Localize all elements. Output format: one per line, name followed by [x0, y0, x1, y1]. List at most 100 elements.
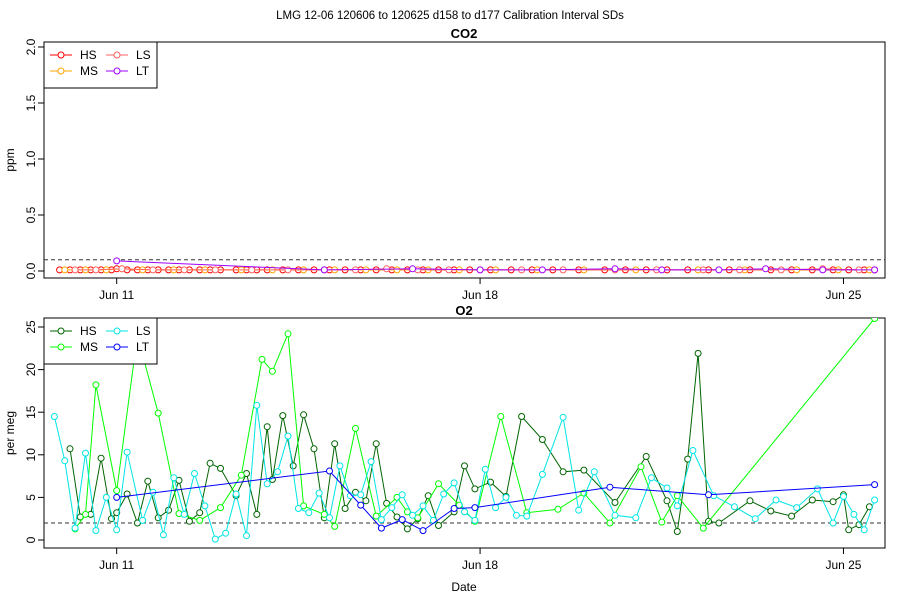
o2-series-ls-point [284, 432, 292, 440]
o2-series-ls-point [673, 502, 681, 510]
o2-series-ls-point [336, 462, 344, 470]
o2-plot-frame [43, 317, 886, 549]
co2-y-tick-label: 1.5 [24, 94, 38, 111]
o2-series-hs-point [471, 485, 479, 493]
o2-series-hs-point [403, 525, 411, 533]
co2-series-ls-point [180, 266, 188, 274]
o2-y-tick-label: 0 [24, 536, 38, 543]
o2-y-tick-label: 15 [24, 405, 38, 419]
o2-series-lt-point [377, 524, 385, 532]
o2-legend-swatch-point [113, 343, 121, 351]
o2-series-ls-point [751, 515, 759, 523]
co2-series-ls-point [92, 266, 100, 274]
o2-series-ms-point [372, 512, 380, 520]
o2-series-ls-point [367, 458, 375, 466]
o2-series-ls-point [180, 510, 188, 518]
o2-series-lt-point [419, 527, 427, 535]
o2-series-ls-point [61, 457, 69, 465]
co2-y-tick-label: 2.0 [24, 38, 38, 55]
o2-series-ls-point [502, 493, 510, 501]
o2-series-ls-point [102, 493, 110, 501]
o2-series-ms-point [113, 487, 121, 495]
o2-legend-label-hs: HS [80, 324, 97, 338]
co2-series-ls-point [248, 266, 256, 274]
o2-series-ls-point [850, 510, 858, 518]
o2-series-hs-point [144, 477, 152, 485]
o2-series-hs-point [559, 468, 567, 476]
o2-series-ls-point [346, 492, 354, 500]
co2-legend-label-lt: LT [136, 64, 150, 78]
o2-series-hs-line [69, 353, 870, 532]
co2-series-ms-point [61, 266, 69, 274]
co2-legend-label-hs: HS [80, 48, 97, 62]
co2-series [44, 257, 885, 274]
o2-series-ms-point [320, 510, 328, 518]
co2-y-tick-label: 1.0 [24, 150, 38, 167]
o2-series-hs-point [289, 462, 297, 470]
co2-legend-swatch-point [113, 67, 121, 75]
o2-series-hs-point [663, 497, 671, 505]
o2-series-hs-point [580, 466, 588, 474]
o2-y-tick-label: 10 [24, 448, 38, 462]
o2-series-hs-point [217, 464, 224, 472]
o2-series-ls-point [440, 490, 448, 498]
o2-series-hs-point [788, 512, 796, 520]
o2-series-ls-point [538, 470, 546, 478]
o2-series-ls-point [793, 504, 801, 512]
o2-series-ms-point [196, 516, 204, 524]
o2-series-hs-point [331, 440, 339, 448]
o2-legend-label-ls: LS [136, 324, 151, 338]
o2-series-ls-point [315, 489, 323, 497]
o2-series-ms-point [331, 522, 339, 530]
co2-series-ls-point [777, 266, 785, 274]
o2-x-axis: Jun 11 Jun 18 Jun 25 [99, 548, 862, 572]
o2-series-lt-point [471, 504, 479, 512]
co2-x-axis: Jun 11 Jun 18 Jun 25 [99, 278, 862, 302]
co2-series-lt-point [320, 266, 328, 274]
figure-title: LMG 12-06 120606 to 120625 d158 to d177 … [276, 10, 624, 22]
o2-x-tick-label: Jun 11 [99, 558, 134, 572]
o2-legend-label-ms: MS [80, 340, 98, 354]
o2-series-ms-point [435, 480, 442, 488]
o2-series-ls-point [388, 504, 396, 512]
o2-legend-swatch-point [57, 327, 65, 335]
o2-series-lt-point [450, 505, 458, 512]
co2-plot-frame [43, 41, 886, 279]
o2-series-ls-point [191, 470, 198, 477]
co2-series-lt [113, 257, 879, 274]
o2-series-lt-line [116, 470, 875, 532]
o2-series-ls-point [274, 468, 282, 476]
co2-x-tick-label: Jun 25 [825, 288, 861, 302]
o2-series-ls-point [471, 516, 479, 524]
o2-series-hs-point [715, 519, 723, 527]
o2-series-lt-point [398, 516, 406, 524]
o2-series-ls-point [211, 535, 219, 543]
o2-series-ls-line [53, 405, 876, 540]
co2-series-lt-point [871, 266, 879, 274]
o2-series-ls-point [632, 514, 640, 522]
o2-series-ls-point [512, 511, 520, 519]
o2-series-hs-point [435, 522, 442, 529]
o2-series-ms-point [258, 355, 266, 363]
co2-series-lt-point [715, 266, 723, 274]
o2-series-ms-point [554, 505, 562, 513]
co2-series-lt-point [409, 265, 417, 273]
o2-x-tick-label: Jun 18 [462, 558, 498, 572]
co2-series-lt-point [538, 266, 546, 274]
co2-legend-label-ms: MS [80, 64, 98, 78]
o2-series-hs-point [461, 462, 468, 470]
o2-series-hs-point [673, 528, 681, 535]
o2-series-ls-point [419, 502, 427, 510]
o2-series-hs-point [518, 413, 526, 420]
o2-legend-box [43, 317, 158, 365]
o2-series-ms-point [658, 518, 666, 526]
o2-title: O2 [455, 303, 472, 318]
o2-series-hs [66, 349, 873, 535]
co2-series-ms-point [393, 266, 401, 274]
o2-series-lt-point [113, 493, 121, 501]
o2-series-ms-point [92, 381, 100, 389]
o2-series-ls-point [611, 511, 619, 519]
o2-series-ls-point [305, 509, 313, 517]
o2-series-ls-point [398, 491, 406, 499]
